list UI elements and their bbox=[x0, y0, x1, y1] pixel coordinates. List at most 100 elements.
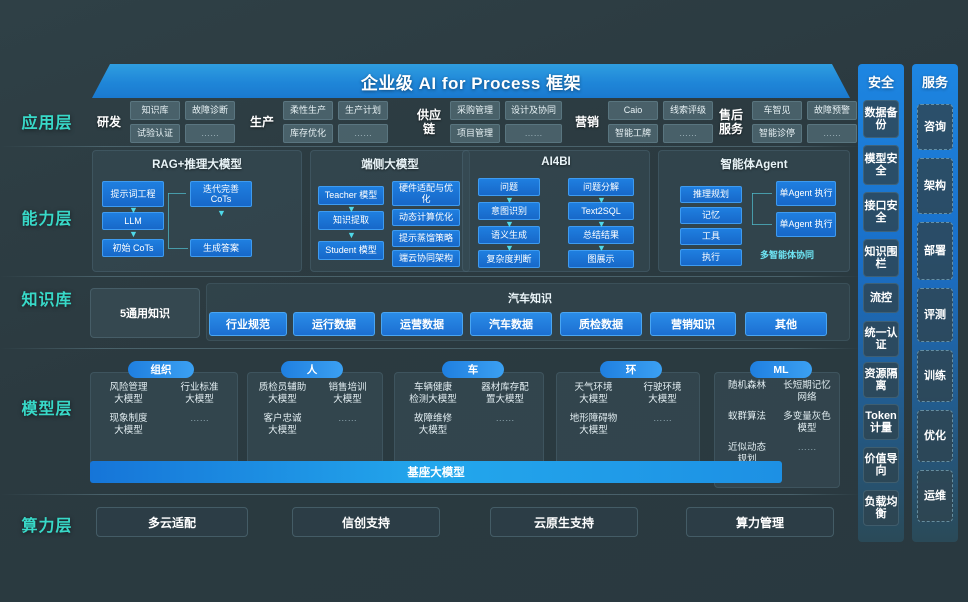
model-cell[interactable]: 现象制度 大模型 bbox=[109, 413, 148, 436]
service-item[interactable]: 运维 bbox=[917, 470, 953, 522]
service-item[interactable]: 部署 bbox=[917, 222, 953, 280]
security-item[interactable]: 负载均衡 bbox=[863, 490, 899, 526]
knowledge-chip[interactable]: 质检数据 bbox=[560, 312, 642, 336]
capability-node[interactable]: 总结结果 bbox=[568, 226, 634, 244]
compute-chip[interactable]: 多云适配 bbox=[96, 507, 248, 537]
security-item[interactable]: 模型安全 bbox=[863, 145, 899, 185]
capability-node[interactable]: 推理规划 bbox=[680, 186, 742, 203]
application-chip[interactable]: Caio bbox=[608, 101, 658, 120]
model-cell[interactable]: 故障维修 大模型 bbox=[413, 413, 452, 436]
capability-node[interactable]: 初始 CoTs bbox=[102, 239, 164, 257]
model-cell[interactable]: 质检员辅助 大模型 bbox=[258, 382, 307, 405]
application-chip[interactable]: 智能工牌 bbox=[608, 124, 658, 143]
capability-node[interactable]: 语义生成 bbox=[478, 226, 540, 244]
capability-node[interactable]: 动态计算优化 bbox=[392, 209, 460, 226]
application-chip[interactable]: …… bbox=[338, 124, 388, 143]
model-cell[interactable]: 地形障碍物 大模型 bbox=[569, 413, 618, 436]
knowledge-chip[interactable]: 行业规范 bbox=[209, 312, 287, 336]
capability-node[interactable]: 硬件适配与优化 bbox=[392, 181, 460, 206]
capability-node[interactable]: 单Agent 执行 bbox=[776, 181, 836, 206]
knowledge-chip[interactable]: 其他 bbox=[745, 312, 827, 336]
application-chip[interactable]: 故障诊断 bbox=[185, 101, 235, 120]
application-chip[interactable]: …… bbox=[505, 124, 563, 143]
model-cell[interactable]: 车辆健康 检测大模型 bbox=[409, 382, 457, 405]
model-cell[interactable]: …… bbox=[495, 413, 515, 424]
knowledge-chip[interactable]: 汽车数据 bbox=[470, 312, 552, 336]
service-item[interactable]: 咨询 bbox=[917, 104, 953, 150]
application-chip[interactable]: 车智见 bbox=[752, 101, 802, 120]
capability-node[interactable]: 生成答案 bbox=[190, 239, 252, 257]
capability-node[interactable]: 复杂度判断 bbox=[478, 250, 540, 268]
model-group-pill[interactable]: 组织 bbox=[128, 361, 194, 378]
capability-node[interactable]: 工具 bbox=[680, 228, 742, 245]
model-cell[interactable]: …… bbox=[653, 413, 672, 424]
capability-node[interactable]: Text2SQL bbox=[568, 202, 634, 220]
model-group-pill[interactable]: 人 bbox=[281, 361, 343, 378]
model-cell[interactable]: 客户忠诚 大模型 bbox=[263, 413, 302, 436]
model-cell[interactable]: 器材库存配 置大模型 bbox=[481, 382, 529, 405]
capability-node[interactable]: 图展示 bbox=[568, 250, 634, 268]
model-group-pill[interactable]: 环 bbox=[600, 361, 662, 378]
knowledge-chip[interactable]: 营销知识 bbox=[650, 312, 736, 336]
capability-node[interactable]: 问题 bbox=[478, 178, 540, 196]
application-chip[interactable]: 项目管理 bbox=[450, 124, 500, 143]
model-cell[interactable]: 随机森林 bbox=[727, 380, 766, 391]
capability-node[interactable]: 单Agent 执行 bbox=[776, 212, 836, 237]
application-chip[interactable]: 智能诊停 bbox=[752, 124, 802, 143]
capability-node[interactable]: Teacher 模型 bbox=[318, 186, 384, 205]
capability-node[interactable]: 意图识别 bbox=[478, 202, 540, 220]
capability-node[interactable]: Student 模型 bbox=[318, 241, 384, 260]
security-item[interactable]: 流控 bbox=[863, 283, 899, 313]
service-item[interactable]: 架构 bbox=[917, 158, 953, 214]
application-chip[interactable]: 设计及协同 bbox=[505, 101, 563, 120]
application-chip[interactable]: 故障预警 bbox=[807, 101, 857, 120]
model-cell[interactable]: 销售培训 大模型 bbox=[328, 382, 367, 405]
capability-node[interactable]: LLM bbox=[102, 212, 164, 230]
model-cell[interactable]: 行驶环境 大模型 bbox=[643, 382, 682, 405]
model-cell[interactable]: …… bbox=[190, 413, 209, 424]
model-cell[interactable]: 风险管理 大模型 bbox=[109, 382, 148, 405]
capability-node[interactable]: 端云协同架构 bbox=[392, 250, 460, 267]
model-cell[interactable]: 长短期记忆 网络 bbox=[783, 380, 831, 403]
model-cell[interactable]: 近似动态 规划 bbox=[727, 442, 766, 465]
capability-node[interactable]: 提示词工程 bbox=[102, 181, 164, 207]
model-cell[interactable]: 多变量灰色 模型 bbox=[783, 411, 831, 434]
application-chip[interactable]: 采购管理 bbox=[450, 101, 500, 120]
model-cell[interactable]: …… bbox=[797, 442, 817, 453]
application-chip[interactable]: …… bbox=[807, 124, 857, 143]
service-item[interactable]: 评测 bbox=[917, 288, 953, 342]
model-group-pill[interactable]: 车 bbox=[442, 361, 504, 378]
model-cell[interactable]: 天气环境 大模型 bbox=[574, 382, 613, 405]
application-chip[interactable]: 线索评级 bbox=[663, 101, 713, 120]
security-item[interactable]: 价值导向 bbox=[863, 447, 899, 483]
security-item[interactable]: 接口安全 bbox=[863, 192, 899, 232]
service-item[interactable]: 优化 bbox=[917, 410, 953, 462]
application-chip[interactable]: …… bbox=[185, 124, 235, 143]
capability-node[interactable]: 问题分解 bbox=[568, 178, 634, 196]
capability-node[interactable]: 记忆 bbox=[680, 207, 742, 224]
security-item[interactable]: 统一认证 bbox=[863, 321, 899, 357]
capability-node[interactable]: 知识提取 bbox=[318, 211, 384, 230]
application-chip[interactable]: 库存优化 bbox=[283, 124, 333, 143]
application-chip[interactable]: 生产计划 bbox=[338, 101, 388, 120]
security-item[interactable]: 资源隔离 bbox=[863, 362, 899, 398]
capability-node[interactable]: 执行 bbox=[680, 249, 742, 266]
application-chip[interactable]: 试验认证 bbox=[130, 124, 180, 143]
model-cell[interactable]: 行业标准 大模型 bbox=[180, 382, 219, 405]
compute-chip[interactable]: 云原生支持 bbox=[490, 507, 638, 537]
security-item[interactable]: 数据备份 bbox=[863, 100, 899, 138]
security-item[interactable]: Token计量 bbox=[863, 404, 899, 440]
knowledge-chip[interactable]: 运营数据 bbox=[381, 312, 463, 336]
service-item[interactable]: 训练 bbox=[917, 350, 953, 402]
application-chip[interactable]: 知识库 bbox=[130, 101, 180, 120]
capability-node[interactable]: 迭代完善 CoTs bbox=[190, 181, 252, 207]
model-group-pill[interactable]: ML bbox=[750, 361, 812, 378]
application-chip[interactable]: …… bbox=[663, 124, 713, 143]
model-cell[interactable]: …… bbox=[338, 413, 357, 424]
model-cell[interactable]: 蚁群算法 bbox=[727, 411, 766, 422]
capability-node[interactable]: 提示蒸馏策略 bbox=[392, 230, 460, 247]
application-chip[interactable]: 柔性生产 bbox=[283, 101, 333, 120]
compute-chip[interactable]: 算力管理 bbox=[686, 507, 834, 537]
compute-chip[interactable]: 信创支持 bbox=[292, 507, 440, 537]
knowledge-chip[interactable]: 运行数据 bbox=[293, 312, 375, 336]
